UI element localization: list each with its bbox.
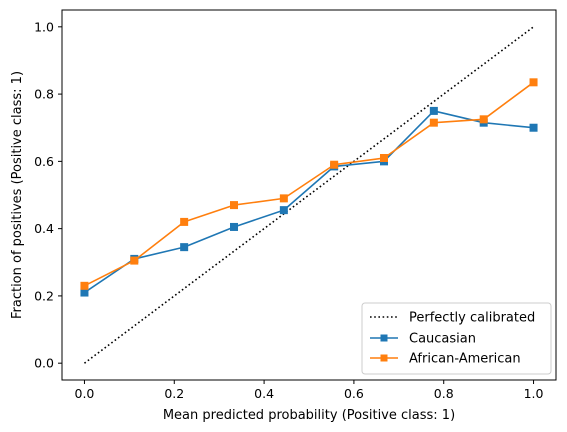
y-tick-label: 0.2 bbox=[34, 288, 54, 303]
series-line-caucasian bbox=[84, 110, 534, 294]
x-tick-label: 1.0 bbox=[524, 386, 544, 401]
y-tick-label: 0.0 bbox=[34, 356, 54, 371]
series-point-caucasian bbox=[80, 288, 89, 297]
legend-label-reference: Perfectly calibrated bbox=[409, 311, 535, 326]
series-point-african-american bbox=[330, 160, 339, 169]
legend-marker-african-american bbox=[380, 354, 388, 362]
plot-frame bbox=[61, 9, 557, 381]
legend-marker-caucasian bbox=[380, 334, 388, 342]
series-point-caucasian bbox=[429, 106, 438, 115]
legend-label-african-american: African-American bbox=[409, 352, 521, 367]
y-tick-label: 0.8 bbox=[34, 87, 54, 102]
x-axis-ticks: 0.0 0.2 0.4 0.6 0.8 1.0 bbox=[75, 380, 544, 401]
series-point-african-american bbox=[80, 281, 89, 290]
x-tick-label: 0.0 bbox=[75, 386, 95, 401]
plot-content bbox=[80, 26, 538, 364]
legend: Perfectly calibrated Caucasian African-A… bbox=[361, 302, 552, 375]
series-point-african-american bbox=[230, 201, 239, 210]
series-point-african-american bbox=[529, 78, 538, 87]
x-tick-label: 0.8 bbox=[434, 386, 454, 401]
y-axis-ticks: 0.0 0.2 0.4 0.6 0.8 1.0 bbox=[34, 19, 62, 371]
legend-label-caucasian: Caucasian bbox=[409, 332, 476, 347]
series-point-caucasian bbox=[230, 222, 239, 231]
series-point-african-american bbox=[479, 115, 488, 124]
y-tick-label: 0.4 bbox=[34, 221, 54, 236]
legend-box bbox=[361, 302, 552, 375]
y-axis-label: Fraction of positives (Positive class: 1… bbox=[10, 71, 25, 319]
series-line-african-american bbox=[84, 81, 535, 287]
series-point-caucasian bbox=[529, 123, 538, 132]
x-tick-label: 0.2 bbox=[164, 386, 184, 401]
x-tick-label: 0.6 bbox=[344, 386, 364, 401]
series-point-african-american bbox=[279, 194, 288, 203]
perfectly-calibrated-line bbox=[83, 26, 535, 364]
x-axis-label: Mean predicted probability (Positive cla… bbox=[163, 408, 455, 423]
series-point-african-american bbox=[180, 217, 189, 226]
y-tick-label: 0.6 bbox=[34, 154, 54, 169]
x-tick-label: 0.4 bbox=[254, 386, 274, 401]
series-point-african-american bbox=[429, 118, 438, 127]
series-point-caucasian bbox=[279, 206, 288, 215]
series-point-caucasian bbox=[180, 243, 189, 252]
series-point-african-american bbox=[130, 256, 139, 265]
y-tick-label: 1.0 bbox=[34, 19, 54, 34]
series-point-african-american bbox=[379, 154, 388, 162]
